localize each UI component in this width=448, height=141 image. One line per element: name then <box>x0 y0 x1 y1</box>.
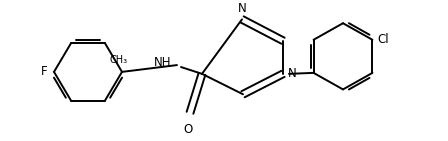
Text: N: N <box>237 2 246 16</box>
Text: F: F <box>41 65 48 78</box>
Text: NH: NH <box>154 56 172 69</box>
Text: N: N <box>288 67 297 80</box>
Text: CH₃: CH₃ <box>110 55 128 65</box>
Text: Cl: Cl <box>378 33 389 46</box>
Text: O: O <box>183 123 193 136</box>
